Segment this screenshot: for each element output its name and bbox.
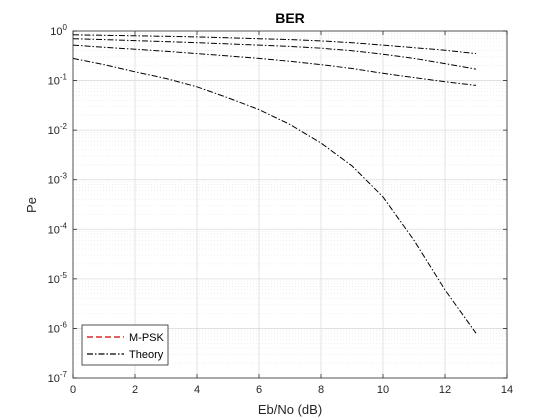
legend: M-PSK Theory (81, 324, 169, 366)
series-line-2 (72, 44, 477, 86)
chart-title: BER (275, 10, 305, 26)
y-tick-label: 10-7 (48, 370, 68, 385)
series-layer (72, 34, 477, 334)
y-axis-ticks: 100 10-1 10-2 10-3 10-4 10-5 10-6 10-7 (48, 23, 507, 385)
y-tick-label: 10-2 (48, 122, 68, 137)
x-tick-label: 14 (501, 384, 513, 396)
x-tick-label: 2 (132, 384, 138, 396)
plot-area (73, 31, 507, 378)
legend-label-2: Theory (129, 349, 164, 361)
y-tick-label: 10-1 (48, 73, 68, 88)
y-tick-label: 100 (50, 23, 67, 38)
x-axis-ticks: 0 2 4 6 8 10 12 14 (70, 31, 513, 396)
y-tick-label: 10-4 (48, 221, 68, 236)
legend-box (81, 324, 169, 366)
x-tick-label: 8 (318, 384, 324, 396)
x-tick-label: 0 (70, 384, 76, 396)
y-tick-label: 10-6 (48, 320, 68, 335)
x-tick-label: 12 (439, 384, 451, 396)
grid (73, 31, 507, 378)
axes-box (72, 30, 508, 379)
x-tick-label: 4 (194, 384, 200, 396)
series-line-3 (72, 38, 477, 70)
x-tick-label: 10 (377, 384, 389, 396)
x-tick-label: 6 (256, 384, 262, 396)
y-axis-label: Pe (24, 197, 39, 213)
y-tick-label: 10-5 (48, 271, 68, 286)
y-tick-label: 10-3 (48, 172, 68, 187)
legend-label-1: M-PSK (129, 332, 165, 344)
series-line-1 (72, 57, 477, 334)
series-line-4 (72, 34, 477, 55)
x-axis-label: Eb/No (dB) (258, 402, 322, 417)
